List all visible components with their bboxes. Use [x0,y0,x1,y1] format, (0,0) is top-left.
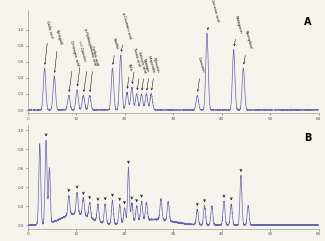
Text: p-Hydroxybenzoic acid: p-Hydroxybenzoic acid [83,28,97,91]
Text: Tannic acid: Tannic acid [132,48,140,83]
Text: A: A [304,17,311,27]
Text: Naringenin: Naringenin [234,15,242,46]
Text: Myricetin: Myricetin [151,57,159,90]
Text: trans-Cinnamic acid: trans-Cinnamic acid [207,0,220,29]
Text: p-Coumaric acid: p-Coumaric acid [121,12,132,51]
Text: Gallic acid: Gallic acid [44,20,53,64]
Text: Salicylic acid: Salicylic acid [136,51,146,90]
Text: Chlorogen. acid: Chlorogen. acid [69,40,79,91]
Text: (+) Catechin: (+) Catechin [77,40,86,86]
Text: Caffeic acid: Caffeic acid [89,46,99,92]
Text: Quercetin: Quercetin [197,56,205,91]
Text: Naringin: Naringin [141,58,149,90]
Text: Hesperidin: Hesperidin [146,54,155,90]
Text: Ruta: Ruta [127,63,133,88]
Text: Vanillin: Vanillin [112,37,120,64]
Text: Kaempferol: Kaempferol [243,30,252,64]
Text: Syringald: Syringald [54,29,62,72]
Text: B: B [304,133,311,143]
